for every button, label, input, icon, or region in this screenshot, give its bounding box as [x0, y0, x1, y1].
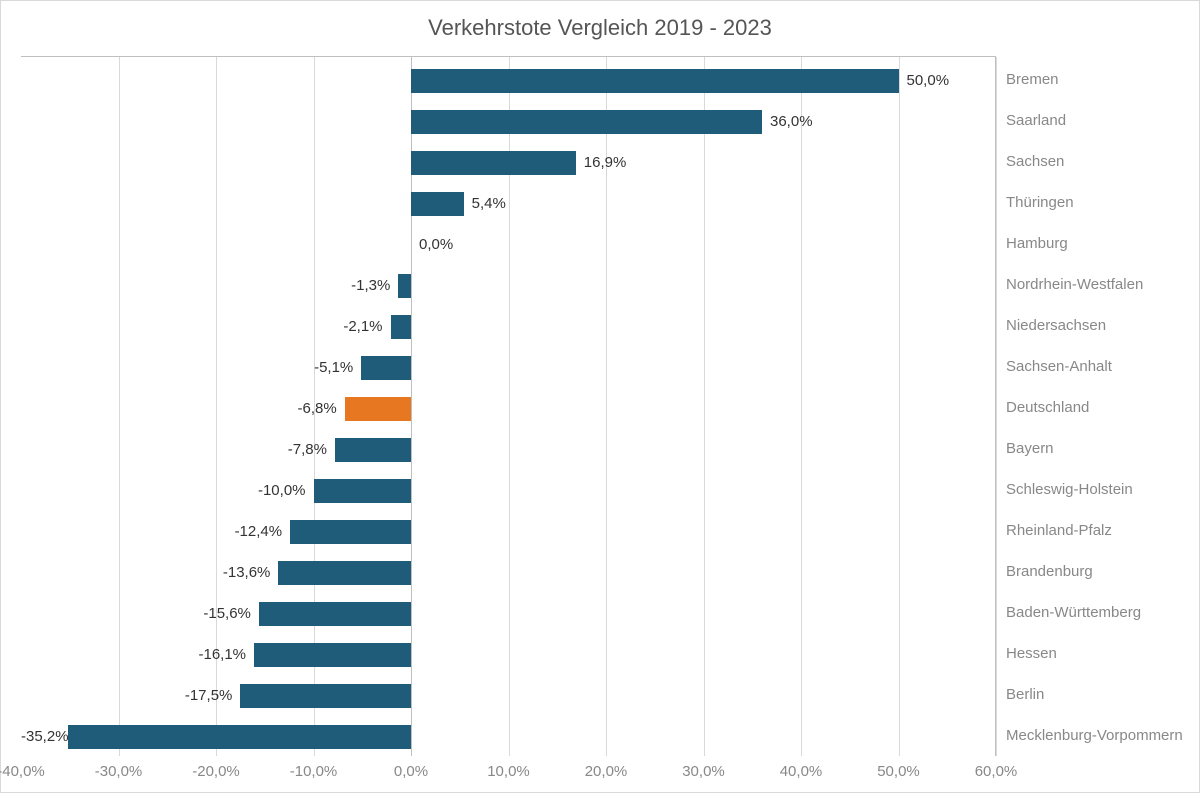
category-label: Saarland: [1006, 109, 1066, 133]
value-label: -13,6%: [21, 561, 270, 585]
x-tick-label: -40,0%: [0, 763, 56, 780]
value-label: 50,0%: [907, 69, 950, 93]
bar: [254, 643, 411, 667]
bar: [411, 192, 464, 216]
bar: [411, 110, 762, 134]
category-label: Brandenburg: [1006, 560, 1093, 584]
x-tick-label: -30,0%: [84, 763, 154, 780]
bar: [68, 725, 411, 749]
category-label: Sachsen: [1006, 150, 1064, 174]
value-label: -2,1%: [21, 315, 383, 339]
category-label: Mecklenburg-Vorpommern: [1006, 724, 1183, 748]
bar: [411, 151, 576, 175]
category-label: Baden-Württemberg: [1006, 601, 1141, 625]
bar: [278, 561, 411, 585]
category-label: Bayern: [1006, 437, 1054, 461]
category-label: Niedersachsen: [1006, 314, 1106, 338]
x-tick-label: 30,0%: [669, 763, 739, 780]
category-label: Schleswig-Holstein: [1006, 478, 1133, 502]
category-label: Deutschland: [1006, 396, 1089, 420]
bar: [259, 602, 411, 626]
x-tick-label: 60,0%: [961, 763, 1031, 780]
category-label: Rheinland-Pfalz: [1006, 519, 1112, 543]
value-label: 5,4%: [472, 192, 506, 216]
bar: [411, 69, 899, 93]
value-label: -15,6%: [21, 602, 251, 626]
chart-title: Verkehrstote Vergleich 2019 - 2023: [1, 15, 1199, 41]
x-tick-label: 0,0%: [376, 763, 446, 780]
bar: [335, 438, 411, 462]
value-label: -12,4%: [21, 520, 282, 544]
x-tick-label: -20,0%: [181, 763, 251, 780]
category-label: Thüringen: [1006, 191, 1074, 215]
x-tick-label: 10,0%: [474, 763, 544, 780]
x-tick-label: 40,0%: [766, 763, 836, 780]
x-tick-label: -10,0%: [279, 763, 349, 780]
category-label: Berlin: [1006, 683, 1044, 707]
value-label: -1,3%: [21, 274, 390, 298]
bar: [345, 397, 411, 421]
gridline: [899, 57, 900, 756]
value-label: 16,9%: [584, 151, 627, 175]
value-label: -10,0%: [21, 479, 306, 503]
value-label: -17,5%: [21, 684, 232, 708]
gridline: [801, 57, 802, 756]
gridline: [996, 57, 997, 756]
value-label: -6,8%: [21, 397, 337, 421]
value-label: -7,8%: [21, 438, 327, 462]
category-label: Hamburg: [1006, 232, 1068, 256]
category-label: Hessen: [1006, 642, 1057, 666]
value-label: 0,0%: [419, 233, 453, 257]
value-label: 36,0%: [770, 110, 813, 134]
bar: [398, 274, 411, 298]
gridline: [704, 57, 705, 756]
x-tick-label: 50,0%: [864, 763, 934, 780]
x-tick-label: 20,0%: [571, 763, 641, 780]
bar: [240, 684, 411, 708]
chart-container: Verkehrstote Vergleich 2019 - 2023 -40,0…: [0, 0, 1200, 793]
value-label: -16,1%: [21, 643, 246, 667]
bar: [361, 356, 411, 380]
bar: [391, 315, 411, 339]
bar: [314, 479, 412, 503]
plot-area: -40,0%-30,0%-20,0%-10,0%0,0%10,0%20,0%30…: [21, 56, 996, 756]
bar: [290, 520, 411, 544]
category-label: Bremen: [1006, 68, 1059, 92]
value-label: -5,1%: [21, 356, 353, 380]
category-label: Sachsen-Anhalt: [1006, 355, 1112, 379]
category-label: Nordrhein-Westfalen: [1006, 273, 1143, 297]
value-label: -35,2%: [21, 725, 60, 749]
